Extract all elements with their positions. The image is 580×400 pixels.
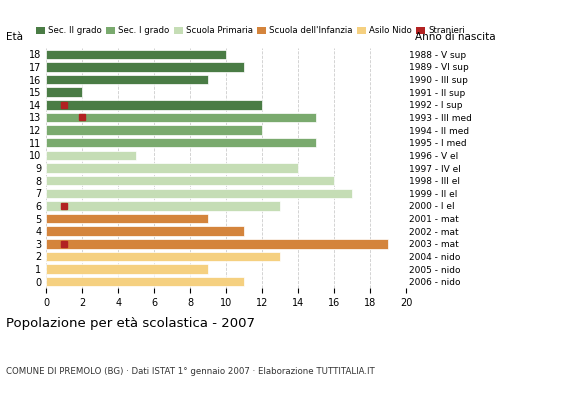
Bar xyxy=(46,50,226,59)
Bar xyxy=(46,226,244,236)
Bar xyxy=(46,113,316,122)
Bar xyxy=(46,125,262,135)
Bar xyxy=(46,75,208,84)
Bar xyxy=(46,100,262,110)
Bar xyxy=(46,176,334,185)
Bar xyxy=(46,138,316,148)
Text: Età: Età xyxy=(6,32,23,42)
Text: Popolazione per età scolastica - 2007: Popolazione per età scolastica - 2007 xyxy=(6,317,255,330)
Bar xyxy=(46,201,280,211)
Bar xyxy=(46,163,298,173)
Bar xyxy=(46,239,388,248)
Bar xyxy=(46,62,244,72)
Text: COMUNE DI PREMOLO (BG) · Dati ISTAT 1° gennaio 2007 · Elaborazione TUTTITALIA.IT: COMUNE DI PREMOLO (BG) · Dati ISTAT 1° g… xyxy=(6,367,375,376)
Bar xyxy=(46,88,82,97)
Legend: Sec. II grado, Sec. I grado, Scuola Primaria, Scuola dell'Infanzia, Asilo Nido, : Sec. II grado, Sec. I grado, Scuola Prim… xyxy=(32,23,469,39)
Bar xyxy=(46,214,208,223)
Bar xyxy=(46,188,352,198)
Text: Anno di nascita: Anno di nascita xyxy=(415,32,495,42)
Bar xyxy=(46,252,280,261)
Bar xyxy=(46,151,136,160)
Bar xyxy=(46,264,208,274)
Bar xyxy=(46,277,244,286)
